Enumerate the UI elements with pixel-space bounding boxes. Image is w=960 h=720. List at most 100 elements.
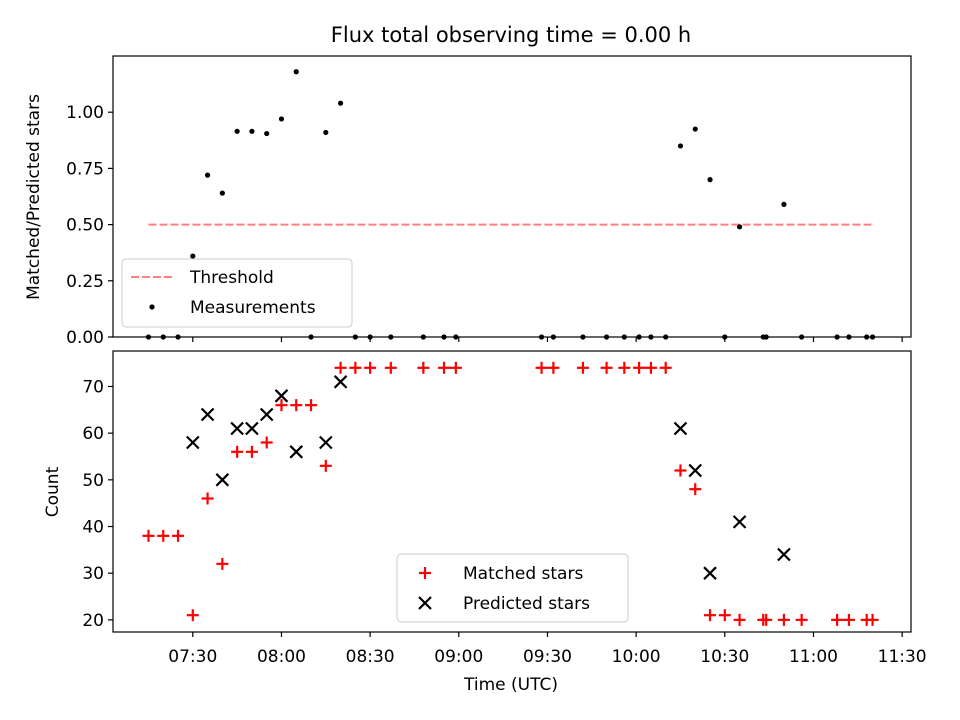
predicted-star-point-7 <box>289 445 304 459</box>
bottom-y-tick-label-2: 40 <box>82 518 104 538</box>
bottom-series-marks <box>142 361 879 626</box>
measurement-point-20 <box>538 334 545 340</box>
top-y-axis-label: Matched/Predicted stars <box>24 94 44 300</box>
matched-star-point-31 <box>718 609 731 622</box>
predicted-star-point-5 <box>259 407 274 422</box>
measurement-point-4 <box>204 172 211 178</box>
bottom-x-tick-label-8: 11:30 <box>878 647 927 667</box>
measurement-point-11 <box>308 334 314 340</box>
measurement-point-31 <box>722 334 728 340</box>
bottom-x-tick-label-6: 10:30 <box>700 647 749 667</box>
matched-star-point-5 <box>216 557 229 570</box>
predicted-star-point-4 <box>245 421 259 436</box>
measurement-point-37 <box>834 334 840 340</box>
measurement-point-3 <box>190 253 196 259</box>
measurement-point-12 <box>323 129 329 136</box>
bottom-panel: 07:30 08:00 08:30 09:00 09:30 10:00 10:30 11:00… <box>43 350 927 695</box>
top-series-marks <box>145 69 876 340</box>
measurement-point-22 <box>580 334 586 340</box>
matched-star-point-17 <box>417 361 430 374</box>
top-y-tick-label-4: 1.00 <box>66 103 104 123</box>
top-y-tick-label-1: 0.25 <box>66 272 104 292</box>
top-axis-ticks: 0.00 0.25 0.50 0.75 1.00 <box>66 103 903 348</box>
bottom-y-tick-label-1: 30 <box>82 564 104 584</box>
top-legend-measurements-swatch <box>149 304 155 310</box>
measurement-point-6 <box>234 128 240 134</box>
matched-star-point-3 <box>186 609 199 622</box>
predicted-star-point-8 <box>319 435 333 450</box>
matched-star-point-12 <box>319 459 332 472</box>
matched-star-point-11 <box>305 399 318 412</box>
bottom-plot-area <box>112 350 912 633</box>
measurement-point-34 <box>763 334 769 340</box>
measurement-point-8 <box>264 130 270 137</box>
measurement-point-35 <box>781 201 787 207</box>
measurement-point-10 <box>293 69 299 75</box>
bottom-x-tick-label-1: 08:00 <box>257 647 306 667</box>
matched-star-point-35 <box>777 613 790 626</box>
matched-star-point-25 <box>633 361 646 374</box>
measurement-point-13 <box>337 100 344 106</box>
bottom-x-tick-label-5: 10:00 <box>612 647 661 667</box>
matched-star-point-18 <box>438 361 451 374</box>
top-legend-threshold-label: Threshold <box>189 268 274 288</box>
matched-star-point-38 <box>842 613 855 626</box>
measurement-point-24 <box>621 334 627 340</box>
matched-star-point-7 <box>245 445 258 458</box>
bottom-y-tick-label-0: 20 <box>82 611 104 631</box>
matched-star-point-29 <box>689 483 702 496</box>
matched-star-point-21 <box>547 361 560 374</box>
matched-star-point-16 <box>384 361 397 374</box>
measurement-point-30 <box>707 177 713 183</box>
measurement-point-19 <box>453 334 459 340</box>
measurement-point-2 <box>175 334 181 340</box>
matched-star-point-13 <box>334 361 347 374</box>
predicted-star-point-2 <box>215 473 230 487</box>
matched-star-point-37 <box>831 613 844 626</box>
measurement-point-18 <box>441 334 447 340</box>
matched-star-point-26 <box>644 361 657 374</box>
measurement-point-17 <box>420 334 426 340</box>
matched-star-point-22 <box>576 361 589 374</box>
bottom-y-tick-label-3: 50 <box>82 471 104 491</box>
top-plot-area <box>112 55 912 338</box>
matched-star-point-32 <box>733 613 746 626</box>
matched-star-point-14 <box>349 361 362 374</box>
bottom-x-tick-label-7: 11:00 <box>789 647 838 667</box>
bottom-y-tick-label-5: 70 <box>82 377 104 397</box>
predicted-star-point-12 <box>703 566 717 580</box>
bottom-legend-predicted-swatch <box>418 596 432 610</box>
bottom-legend-box <box>396 553 629 623</box>
top-panel: 0.00 0.25 0.50 0.75 1.00 Matched/Predicted s… <box>24 55 912 348</box>
matched-star-point-10 <box>290 399 303 412</box>
measurement-point-23 <box>603 334 610 340</box>
measurement-point-5 <box>219 190 225 196</box>
top-legend-box <box>121 258 353 328</box>
measurement-point-16 <box>388 334 394 340</box>
predicted-star-point-14 <box>777 547 791 562</box>
matched-star-point-20 <box>535 361 548 374</box>
bottom-legend: Matched stars Predicted stars <box>396 553 629 623</box>
matched-star-point-19 <box>449 361 462 374</box>
matched-star-point-36 <box>795 613 808 626</box>
bottom-legend-matched-label: Matched stars <box>463 564 583 584</box>
top-y-tick-label-0: 0.00 <box>66 328 104 348</box>
matched-star-point-8 <box>260 436 273 449</box>
top-legend-measurements-label: Measurements <box>190 298 316 318</box>
measurement-point-21 <box>550 334 556 340</box>
matched-star-point-4 <box>201 492 214 505</box>
matched-star-point-34 <box>760 613 773 626</box>
matched-star-point-30 <box>704 609 717 622</box>
bottom-legend-matched-swatch <box>419 567 431 579</box>
top-y-tick-label-2: 0.50 <box>66 216 104 236</box>
predicted-star-point-11 <box>688 463 703 478</box>
measurement-point-27 <box>663 334 669 340</box>
bottom-x-tick-label-0: 07:30 <box>168 647 217 667</box>
matched-star-point-1 <box>157 529 170 542</box>
bottom-x-tick-label-3: 09:00 <box>434 647 483 667</box>
bottom-x-axis-label: Time (UTC) <box>463 675 558 695</box>
bottom-y-axis-label: Count <box>43 466 63 517</box>
bottom-legend-predicted-label: Predicted stars <box>463 594 590 614</box>
measurement-point-36 <box>799 334 805 340</box>
